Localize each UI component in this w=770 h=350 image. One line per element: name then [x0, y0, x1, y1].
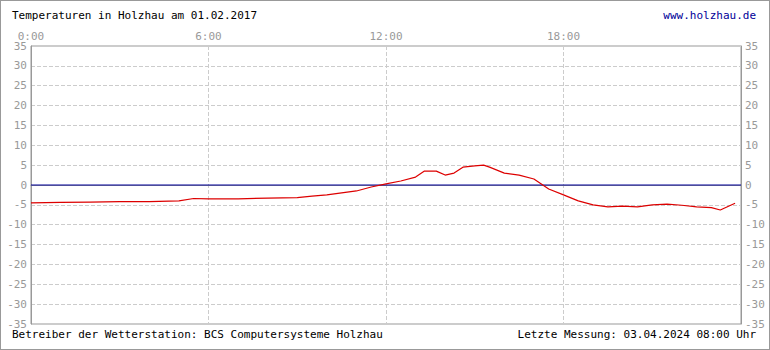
- svg-text:18:00: 18:00: [547, 30, 580, 43]
- svg-text:-35: -35: [7, 317, 27, 331]
- svg-text:25: 25: [745, 79, 758, 92]
- svg-text:10: 10: [745, 139, 758, 152]
- svg-text:-5: -5: [14, 198, 27, 211]
- svg-text:-10: -10: [7, 218, 27, 231]
- svg-text:-25: -25: [7, 278, 27, 291]
- svg-text:Letzte Messung: 03.04.2024 08:: Letzte Messung: 03.04.2024 08:00 Uhr: [518, 328, 757, 341]
- svg-text:15: 15: [745, 119, 758, 132]
- svg-text:20: 20: [745, 99, 758, 112]
- svg-text:6:00: 6:00: [195, 30, 222, 43]
- svg-text:15: 15: [14, 119, 27, 132]
- svg-text:-15: -15: [745, 238, 765, 251]
- svg-text:5: 5: [20, 159, 27, 172]
- svg-text:Temperaturen in Holzhau am 01.: Temperaturen in Holzhau am 01.02.2017: [12, 9, 257, 22]
- svg-text:-30: -30: [7, 298, 27, 311]
- svg-text:-25: -25: [745, 278, 765, 291]
- svg-text:-15: -15: [7, 238, 27, 251]
- svg-text:30: 30: [745, 59, 758, 72]
- svg-text:-20: -20: [745, 258, 765, 271]
- svg-text:12:00: 12:00: [369, 30, 402, 43]
- svg-text:30: 30: [14, 59, 27, 72]
- svg-text:-5: -5: [745, 198, 758, 211]
- svg-text:0: 0: [745, 179, 752, 192]
- svg-text:0: 0: [20, 179, 27, 192]
- svg-text:www.holzhau.de: www.holzhau.de: [663, 9, 756, 22]
- svg-text:25: 25: [14, 79, 27, 92]
- svg-text:-10: -10: [745, 218, 765, 231]
- svg-text:0:00: 0:00: [18, 30, 45, 43]
- svg-text:20: 20: [14, 99, 27, 112]
- svg-text:5: 5: [745, 159, 752, 172]
- svg-text:Betreiber der Wetterstation: B: Betreiber der Wetterstation: BCS Compute…: [12, 328, 383, 341]
- svg-text:-35: -35: [745, 317, 765, 331]
- svg-text:-20: -20: [7, 258, 27, 271]
- svg-text:10: 10: [14, 139, 27, 152]
- svg-text:35: 35: [13, 39, 27, 53]
- svg-text:35: 35: [745, 40, 758, 53]
- svg-text:-30: -30: [745, 298, 765, 311]
